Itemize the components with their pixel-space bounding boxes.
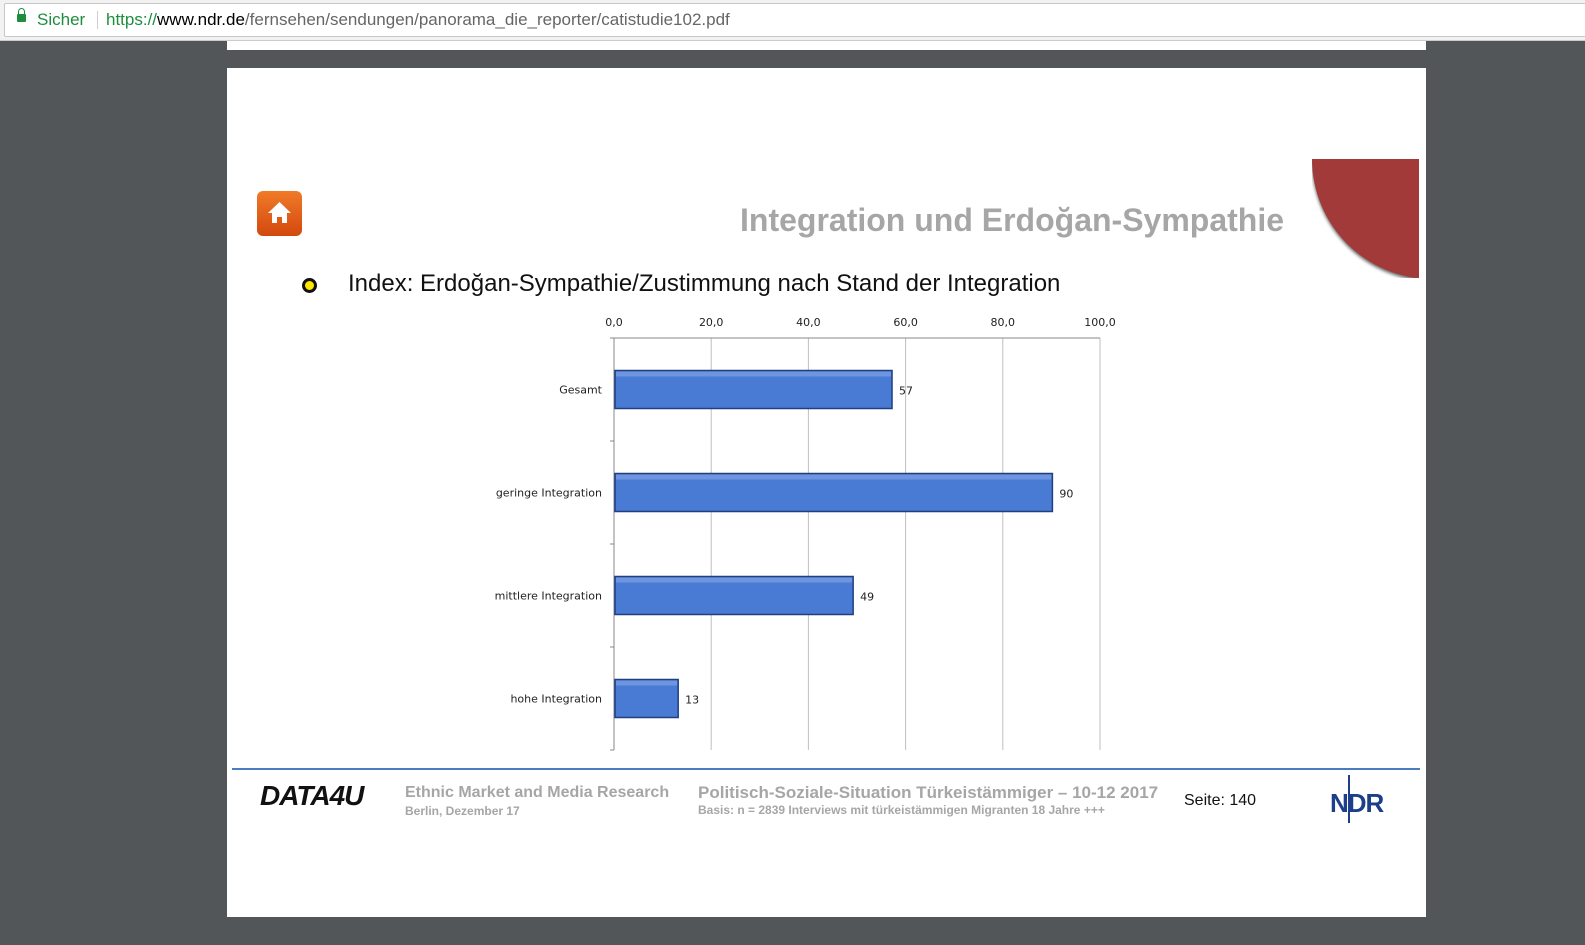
category-label: geringe Integration	[496, 487, 602, 500]
ndr-logo-bar	[1348, 775, 1350, 823]
place-date: Berlin, Dezember 17	[405, 804, 520, 818]
data-label: 49	[860, 591, 874, 604]
category-label: mittlere Integration	[495, 590, 602, 603]
x-tick-label: 20,0	[699, 316, 724, 329]
data-label: 57	[899, 385, 913, 398]
page-number: Seite: 140	[1184, 792, 1257, 809]
data-label: 90	[1059, 488, 1073, 501]
bar-highlight	[616, 371, 892, 377]
bar	[614, 575, 854, 616]
category-label: hohe Integration	[510, 693, 602, 706]
bullet-icon	[302, 278, 317, 293]
address-bar: Sicher https://www.ndr.de/fernsehen/send…	[0, 0, 1585, 41]
home-button[interactable]	[257, 191, 302, 236]
bar	[614, 678, 679, 719]
company-name: Ethnic Market and Media Research	[405, 784, 670, 801]
x-tick-label: 0,0	[605, 316, 623, 329]
x-tick-label: 60,0	[893, 316, 918, 329]
secure-label: Sicher	[37, 10, 86, 29]
url-scheme: https://	[106, 10, 158, 29]
study-basis: Basis: n = 2839 Interviews mit türkeistä…	[698, 803, 1105, 817]
slide-title: Integration und Erdoğan-Sympathie	[740, 202, 1285, 238]
previous-page	[227, 41, 1426, 50]
url-text[interactable]: https://www.ndr.de/fernsehen/sendungen/p…	[106, 4, 730, 36]
home-icon	[268, 202, 291, 223]
x-tick-label: 100,0	[1084, 316, 1116, 329]
decorative-arc	[1312, 159, 1419, 278]
url-field[interactable]: Sicher https://www.ndr.de/fernsehen/send…	[4, 3, 1585, 37]
x-tick-label: 80,0	[991, 316, 1016, 329]
data4u-logo: DATA4U	[260, 780, 364, 811]
url-host: www.ndr.de	[157, 10, 245, 29]
ndr-logo: NDR	[1330, 788, 1384, 818]
bar-highlight	[616, 680, 678, 686]
study-title: Politisch-Soziale-Situation Türkeistämmi…	[698, 783, 1159, 802]
bar-highlight	[616, 474, 1052, 480]
bar	[614, 369, 893, 410]
lock-icon	[17, 8, 26, 22]
url-path: /fernsehen/sendungen/panorama_die_report…	[244, 10, 730, 29]
slide-subtitle: Index: Erdoğan-Sympathie/Zustimmung nach…	[348, 270, 1061, 297]
divider	[97, 11, 98, 29]
bar-highlight	[616, 577, 853, 583]
category-label: Gesamt	[559, 384, 602, 397]
footer-divider	[232, 768, 1420, 770]
bar	[614, 472, 1054, 513]
x-tick-label: 40,0	[796, 316, 821, 329]
data-label: 13	[685, 694, 699, 707]
